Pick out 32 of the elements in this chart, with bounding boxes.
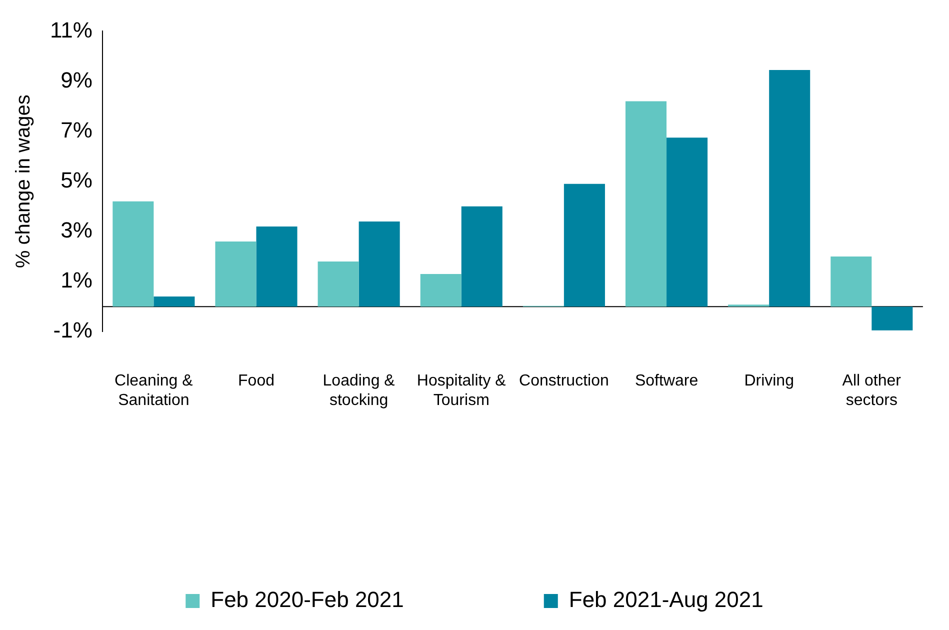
- y-tick-label: 7%: [60, 117, 92, 142]
- bar: [318, 262, 359, 307]
- x-tick-label: Construction: [519, 372, 609, 390]
- bar: [461, 206, 502, 307]
- bar: [358, 221, 400, 307]
- bar: [420, 274, 462, 307]
- y-tick-label: 3%: [60, 218, 92, 243]
- bar: [564, 184, 605, 307]
- x-tick-label: Loading & stocking: [322, 372, 396, 409]
- bar: [625, 101, 667, 307]
- bar: [112, 201, 154, 307]
- y-axis-title: % change in wages: [12, 94, 35, 268]
- x-tick-label: Driving: [744, 372, 794, 390]
- y-tick-label: -1%: [53, 318, 92, 343]
- y-tick-label: 5%: [60, 167, 92, 192]
- legend-label: Feb 2020-Feb 2021: [210, 587, 404, 612]
- x-tick-label: Cleaning & Sanitation: [114, 372, 194, 409]
- bar: [256, 226, 298, 307]
- y-tick-label: 1%: [60, 268, 92, 293]
- y-tick-label: 11%: [50, 17, 92, 42]
- bar: [769, 70, 810, 307]
- x-tick-label: All other sectors: [842, 372, 902, 409]
- x-tick-label: Hospitality & Tourism: [416, 372, 506, 409]
- legend-label: Feb 2021-Aug 2021: [568, 587, 764, 612]
- bar: [666, 138, 708, 307]
- bar: [154, 296, 195, 307]
- x-tick-label: Food: [238, 372, 274, 390]
- bar: [830, 256, 872, 307]
- bar: [215, 241, 256, 307]
- y-tick-label: 9%: [60, 67, 92, 92]
- x-tick-label: Software: [634, 372, 698, 390]
- bar: [872, 306, 913, 330]
